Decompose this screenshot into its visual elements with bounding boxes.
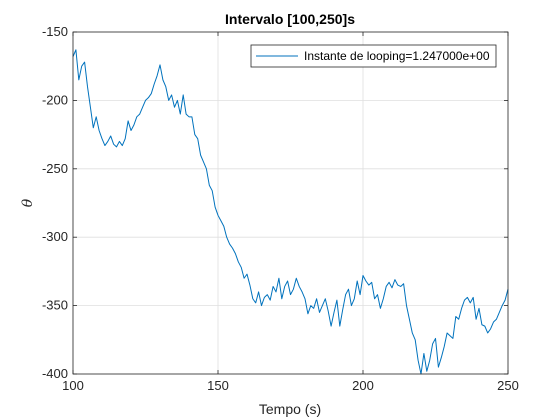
plot-frame xyxy=(72,31,509,375)
y-tick-label: -200 xyxy=(42,92,68,107)
chart-title: Intervalo [100,250]s xyxy=(225,11,355,27)
y-tick-label: -250 xyxy=(42,161,68,176)
y-tick-label: -350 xyxy=(42,298,68,313)
y-tick-labels: -400 -350 -300 -250 -200 -150 xyxy=(42,24,68,381)
legend: Instante de looping=1.247000e+00 xyxy=(250,44,497,68)
x-tick-label: 250 xyxy=(497,378,519,393)
series-line xyxy=(72,49,509,375)
plot-area xyxy=(73,32,508,374)
tick-marks xyxy=(72,31,509,375)
x-tick-label: 100 xyxy=(62,378,84,393)
y-tick-label: -300 xyxy=(42,229,68,244)
series-group xyxy=(72,49,509,375)
y-tick-label: -150 xyxy=(42,24,68,39)
x-tick-labels: 100 150 200 250 xyxy=(62,378,519,393)
y-tick-label: -400 xyxy=(42,366,68,381)
legend-box xyxy=(250,44,497,68)
x-tick-label: 200 xyxy=(352,378,374,393)
x-tick-label: 150 xyxy=(207,378,229,393)
x-axis-label: Tempo (s) xyxy=(259,401,321,417)
y-axis-label: θ xyxy=(20,198,36,207)
legend-entry-label: Instante de looping=1.247000e+00 xyxy=(304,49,490,63)
